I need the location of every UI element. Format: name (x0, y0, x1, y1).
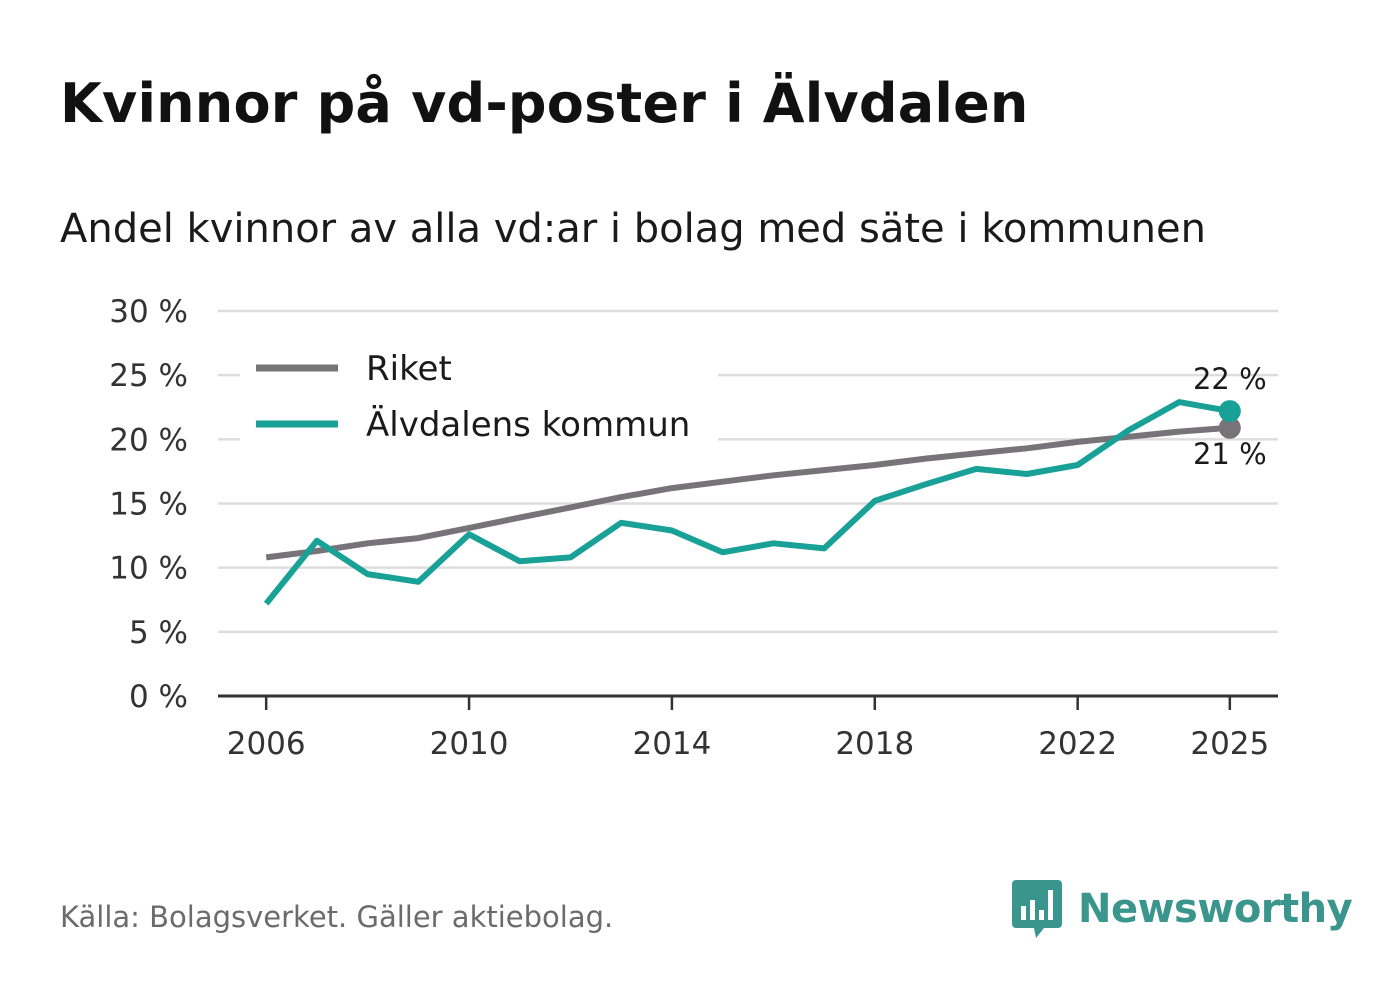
x-tick-label: 2025 (1190, 726, 1269, 762)
y-tick-label: 10 % (109, 551, 188, 587)
y-tick-label: 30 % (109, 294, 188, 330)
y-axis-ticks: 0 % 5 % 10 % 15 % 20 % 25 % 30 % (109, 294, 188, 715)
end-marker-kommun (1218, 400, 1241, 423)
chart-title: Kvinnor på vd-poster i Älvdalen (60, 72, 1029, 135)
legend-label-riket: Riket (366, 349, 452, 389)
line-chart: 0 %5 %10 %15 %20 %25 %30 % 2006 2010 2014 2… (109, 294, 1278, 762)
x-tick-label: 2010 (430, 726, 509, 762)
legend: Riket Älvdalens kommun (240, 340, 718, 458)
y-tick-label: 5 % (129, 615, 188, 651)
y-tick-label: 20 % (109, 422, 188, 458)
brand-name: Newsworthy (1078, 886, 1353, 932)
series-line-kommun (263, 399, 1231, 606)
x-tick-label: 2006 (227, 726, 306, 762)
source-note: Källa: Bolagsverket. Gäller aktiebolag. (60, 900, 614, 934)
x-axis-ticks: 2006 2010 2014 2018 2022 2025 (227, 696, 1269, 762)
y-tick-label: 0 % (129, 679, 188, 715)
brand-logo: Newsworthy (1010, 878, 1353, 940)
x-tick-label: 2018 (835, 726, 914, 762)
x-tick-label: 2014 (632, 726, 711, 762)
newsworthy-icon (1012, 880, 1062, 938)
end-marker-riket (1218, 416, 1241, 439)
x-tick-label: 2022 (1038, 726, 1117, 762)
y-tick-label: 25 % (109, 358, 188, 394)
series-line-riket (265, 424, 1231, 561)
legend-label-kommun: Älvdalens kommun (366, 405, 690, 445)
end-label-riket: 21 % (1193, 437, 1267, 471)
y-tick-label: 15 % (109, 487, 188, 523)
legend-background (240, 340, 718, 458)
end-label-kommun: 22 % (1193, 362, 1267, 396)
chart-subtitle: Andel kvinnor av alla vd:ar i bolag med … (60, 206, 1206, 252)
series-lines (263, 399, 1241, 606)
end-labels: 22 % 21 % (1193, 362, 1267, 471)
